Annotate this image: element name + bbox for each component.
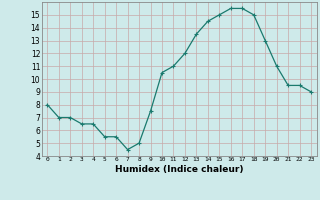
X-axis label: Humidex (Indice chaleur): Humidex (Indice chaleur) xyxy=(115,165,244,174)
